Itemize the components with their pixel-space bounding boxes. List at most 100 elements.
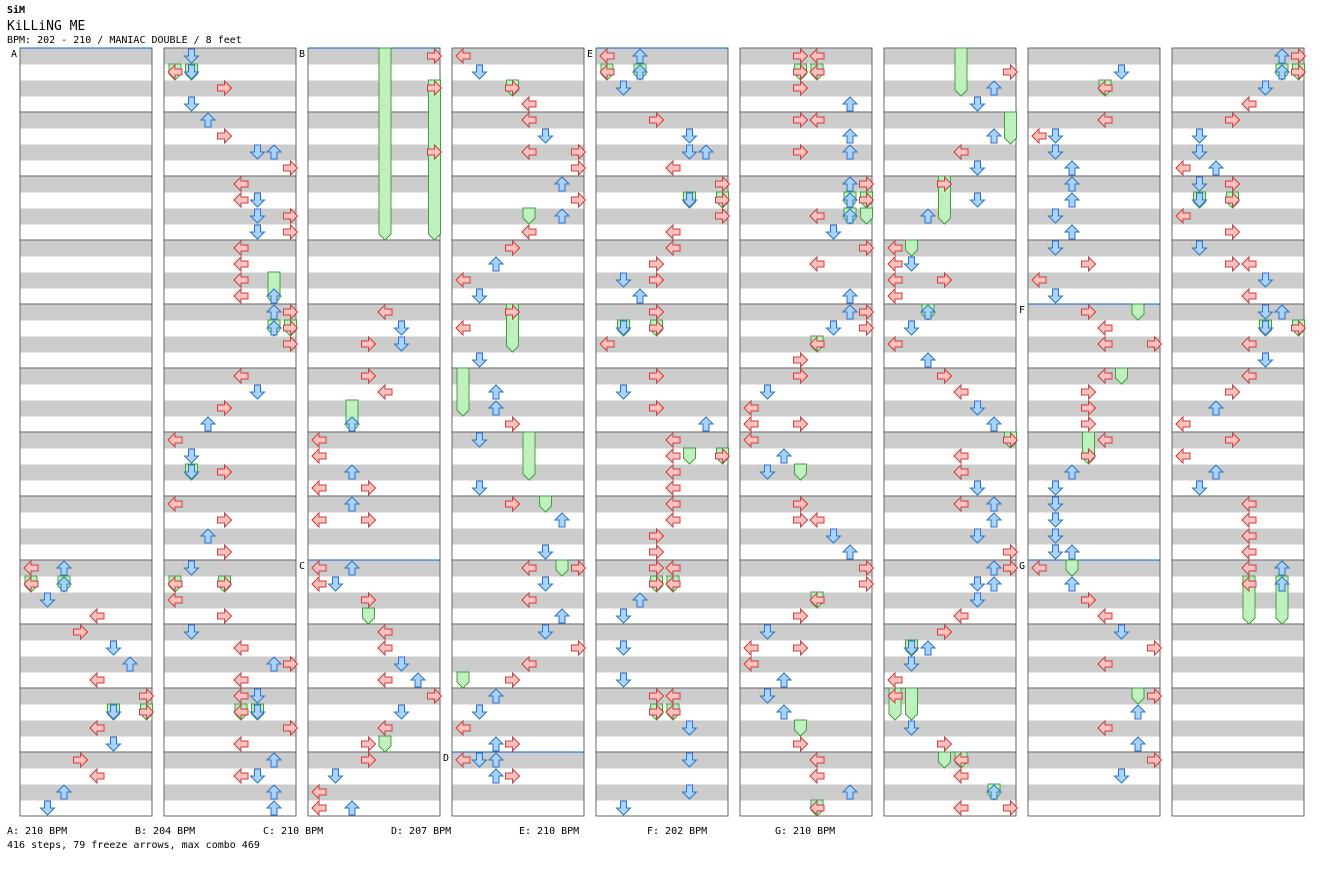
freeze-arrow <box>954 47 968 97</box>
step-arrow <box>571 559 587 577</box>
beat-stripe <box>308 272 440 289</box>
step-arrow <box>471 432 488 448</box>
step-arrow <box>953 607 969 625</box>
step-arrow <box>809 751 825 769</box>
step-arrow <box>183 464 200 480</box>
step-arrow <box>377 623 393 641</box>
step-arrow <box>1241 95 1257 113</box>
beat-stripe <box>740 208 872 225</box>
step-arrow <box>265 752 283 768</box>
beat-stripe <box>452 624 584 641</box>
beat-stripe <box>1172 80 1304 97</box>
step-arrow <box>1175 447 1191 465</box>
step-arrow <box>471 352 488 368</box>
step-arrow <box>809 207 825 225</box>
beat-stripe <box>452 432 584 449</box>
beat-stripe <box>164 304 296 321</box>
step-arrow <box>1047 144 1064 160</box>
step-arrow <box>985 576 1003 592</box>
step-arrow <box>1273 48 1291 64</box>
bpm-label-c: C: 210 BPM <box>263 826 324 837</box>
beat-stripe <box>308 560 440 577</box>
step-arrow <box>121 656 139 672</box>
step-arrow <box>1047 208 1064 224</box>
beat-stripe <box>308 624 440 641</box>
beat-stripe <box>596 752 728 769</box>
step-arrow <box>1175 159 1191 177</box>
step-arrow <box>233 671 249 689</box>
step-arrow <box>859 239 875 257</box>
step-arrow <box>825 528 842 544</box>
beat-stripe <box>1172 720 1304 737</box>
step-arrow <box>455 719 471 737</box>
step-arrow <box>361 367 377 385</box>
step-arrow <box>1063 464 1081 480</box>
freeze-arrow <box>456 671 470 689</box>
step-arrow <box>233 767 249 785</box>
step-arrow <box>681 128 698 144</box>
step-arrow <box>1031 127 1047 145</box>
step-arrow <box>665 575 681 593</box>
step-arrow <box>471 752 488 768</box>
step-arrow <box>1291 63 1307 81</box>
step-arrow <box>1273 576 1291 592</box>
step-arrow <box>233 239 249 257</box>
beat-stripe <box>1028 720 1160 737</box>
step-arrow <box>649 399 665 417</box>
beat-stripe <box>884 496 1016 513</box>
beat-stripe <box>1172 304 1304 321</box>
step-arrow <box>89 719 105 737</box>
step-arrow <box>665 687 681 705</box>
beat-stripe <box>740 592 872 609</box>
step-arrow <box>985 80 1003 96</box>
step-arrow <box>841 784 859 800</box>
step-arrow <box>631 288 649 304</box>
step-arrow <box>615 800 632 816</box>
step-arrow <box>1063 160 1081 176</box>
step-arrow <box>343 496 361 512</box>
step-arrow <box>1225 255 1241 273</box>
step-arrow <box>969 592 986 608</box>
step-arrow <box>665 463 681 481</box>
step-arrow <box>89 607 105 625</box>
step-arrow <box>105 736 122 752</box>
step-arrow <box>615 80 632 96</box>
step-arrow <box>1097 111 1113 129</box>
beat-stripe <box>308 400 440 417</box>
step-arrow <box>73 623 89 641</box>
step-arrow <box>249 192 266 208</box>
beat-stripe <box>20 464 152 481</box>
step-arrow <box>311 783 327 801</box>
step-arrow <box>1257 352 1274 368</box>
step-arrow <box>233 735 249 753</box>
step-arrow <box>985 496 1003 512</box>
step-arrow <box>969 160 986 176</box>
beat-stripe <box>596 592 728 609</box>
step-arrow <box>953 143 969 161</box>
step-arrow <box>139 703 155 721</box>
beat-stripe <box>1172 784 1304 801</box>
beat-stripe <box>740 176 872 193</box>
beat-stripe <box>1028 176 1160 193</box>
freeze-arrow <box>378 47 392 241</box>
step-arrow <box>521 95 537 113</box>
step-arrow <box>521 143 537 161</box>
step-arrow <box>841 96 859 112</box>
chart-meta: BPM: 202 - 210 / MANIAC DOUBLE / 8 feet <box>7 35 242 46</box>
beat-stripe <box>1172 592 1304 609</box>
beat-stripe <box>740 240 872 257</box>
step-arrow <box>969 480 986 496</box>
beat-stripe <box>596 432 728 449</box>
beat-stripe <box>20 432 152 449</box>
step-arrow <box>887 287 903 305</box>
step-arrow <box>859 303 875 321</box>
step-arrow <box>841 128 859 144</box>
beat-stripe <box>740 432 872 449</box>
step-arrow <box>427 687 443 705</box>
beat-stripe <box>884 240 1016 257</box>
step-arrow <box>217 127 233 145</box>
beat-stripe <box>740 560 872 577</box>
step-arrow <box>759 688 776 704</box>
step-arrow <box>793 143 809 161</box>
step-arrow <box>571 159 587 177</box>
